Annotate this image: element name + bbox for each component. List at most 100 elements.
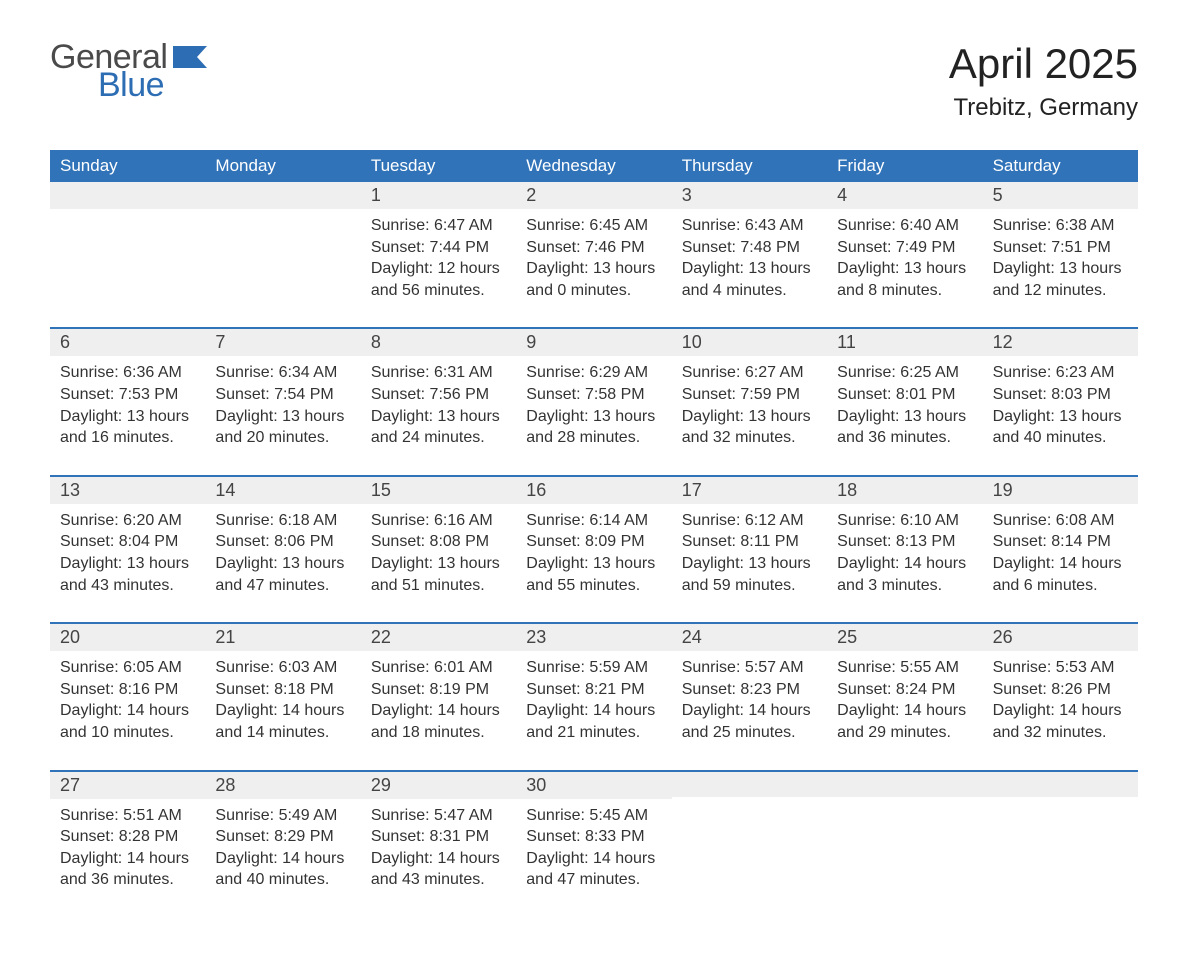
sunrise-text: Sunrise: 6:10 AM [837,510,972,532]
sunset-text: Sunset: 7:44 PM [371,237,506,259]
day-info: Sunrise: 5:47 AMSunset: 8:31 PMDaylight:… [361,799,516,891]
daylight-text: and 10 minutes. [60,722,195,744]
sunset-text: Sunset: 8:09 PM [526,531,661,553]
day-number: 24 [672,622,827,651]
daylight-text: Daylight: 14 hours [993,700,1128,722]
calendar-cell: 21Sunrise: 6:03 AMSunset: 8:18 PMDayligh… [205,622,360,769]
calendar-cell: 17Sunrise: 6:12 AMSunset: 8:11 PMDayligh… [672,475,827,622]
sunrise-text: Sunrise: 6:25 AM [837,362,972,384]
daylight-text: and 24 minutes. [371,427,506,449]
calendar-cell-blank [672,770,827,917]
daylight-text: and 20 minutes. [215,427,350,449]
day-number: 11 [827,327,982,356]
daylight-text: and 51 minutes. [371,575,506,597]
sunset-text: Sunset: 8:04 PM [60,531,195,553]
calendar-cell-blank [205,182,360,327]
sunset-text: Sunset: 8:16 PM [60,679,195,701]
weekday-label: Saturday [983,150,1138,182]
flag-icon [173,46,207,68]
day-info: Sunrise: 6:10 AMSunset: 8:13 PMDaylight:… [827,504,982,596]
daylight-text: Daylight: 13 hours [837,406,972,428]
day-number: 5 [983,182,1138,209]
sunrise-text: Sunrise: 5:55 AM [837,657,972,679]
calendar-cell: 16Sunrise: 6:14 AMSunset: 8:09 PMDayligh… [516,475,671,622]
calendar-cell-blank [827,770,982,917]
day-number: 21 [205,622,360,651]
sunset-text: Sunset: 8:19 PM [371,679,506,701]
daylight-text: and 55 minutes. [526,575,661,597]
sunrise-text: Sunrise: 5:45 AM [526,805,661,827]
day-info: Sunrise: 6:29 AMSunset: 7:58 PMDaylight:… [516,356,671,448]
calendar-cell: 26Sunrise: 5:53 AMSunset: 8:26 PMDayligh… [983,622,1138,769]
day-info: Sunrise: 6:08 AMSunset: 8:14 PMDaylight:… [983,504,1138,596]
sunrise-text: Sunrise: 6:29 AM [526,362,661,384]
calendar-cell: 10Sunrise: 6:27 AMSunset: 7:59 PMDayligh… [672,327,827,474]
daylight-text: Daylight: 14 hours [993,553,1128,575]
sunrise-text: Sunrise: 6:18 AM [215,510,350,532]
daylight-text: and 47 minutes. [215,575,350,597]
day-info: Sunrise: 6:01 AMSunset: 8:19 PMDaylight:… [361,651,516,743]
daylight-text: and 29 minutes. [837,722,972,744]
daylight-text: and 21 minutes. [526,722,661,744]
day-number: 9 [516,327,671,356]
calendar-cell: 30Sunrise: 5:45 AMSunset: 8:33 PMDayligh… [516,770,671,917]
sunrise-text: Sunrise: 6:16 AM [371,510,506,532]
daylight-text: and 14 minutes. [215,722,350,744]
sunset-text: Sunset: 8:13 PM [837,531,972,553]
day-info: Sunrise: 6:34 AMSunset: 7:54 PMDaylight:… [205,356,360,448]
calendar-cell: 18Sunrise: 6:10 AMSunset: 8:13 PMDayligh… [827,475,982,622]
calendar-cell: 15Sunrise: 6:16 AMSunset: 8:08 PMDayligh… [361,475,516,622]
day-info: Sunrise: 6:38 AMSunset: 7:51 PMDaylight:… [983,209,1138,301]
sunset-text: Sunset: 8:28 PM [60,826,195,848]
day-info: Sunrise: 6:03 AMSunset: 8:18 PMDaylight:… [205,651,360,743]
daylight-text: Daylight: 14 hours [215,848,350,870]
calendar-cell: 22Sunrise: 6:01 AMSunset: 8:19 PMDayligh… [361,622,516,769]
daylight-text: Daylight: 13 hours [682,258,817,280]
day-info: Sunrise: 5:49 AMSunset: 8:29 PMDaylight:… [205,799,360,891]
daylight-text: Daylight: 13 hours [526,258,661,280]
day-number: 22 [361,622,516,651]
day-number: 3 [672,182,827,209]
sunset-text: Sunset: 8:21 PM [526,679,661,701]
daylight-text: Daylight: 13 hours [526,406,661,428]
sunrise-text: Sunrise: 6:43 AM [682,215,817,237]
page-title: April 2025 [949,40,1138,88]
sunset-text: Sunset: 8:03 PM [993,384,1128,406]
sunrise-text: Sunrise: 5:53 AM [993,657,1128,679]
day-info: Sunrise: 6:47 AMSunset: 7:44 PMDaylight:… [361,209,516,301]
sunrise-text: Sunrise: 5:51 AM [60,805,195,827]
header-bar: General Blue April 2025 Trebitz, Germany [50,40,1138,122]
sunrise-text: Sunrise: 5:47 AM [371,805,506,827]
daylight-text: Daylight: 14 hours [371,848,506,870]
day-info: Sunrise: 6:12 AMSunset: 8:11 PMDaylight:… [672,504,827,596]
day-number: 26 [983,622,1138,651]
calendar-cell: 12Sunrise: 6:23 AMSunset: 8:03 PMDayligh… [983,327,1138,474]
weekday-label: Thursday [672,150,827,182]
daylight-text: Daylight: 13 hours [371,406,506,428]
calendar-cell: 9Sunrise: 6:29 AMSunset: 7:58 PMDaylight… [516,327,671,474]
day-number: 8 [361,327,516,356]
calendar-cell-blank [983,770,1138,917]
sunset-text: Sunset: 8:33 PM [526,826,661,848]
sunrise-text: Sunrise: 6:12 AM [682,510,817,532]
day-info: Sunrise: 6:14 AMSunset: 8:09 PMDaylight:… [516,504,671,596]
daylight-text: and 16 minutes. [60,427,195,449]
day-info: Sunrise: 5:59 AMSunset: 8:21 PMDaylight:… [516,651,671,743]
sunrise-text: Sunrise: 6:27 AM [682,362,817,384]
daylight-text: Daylight: 13 hours [682,406,817,428]
day-number [983,770,1138,797]
day-info: Sunrise: 6:18 AMSunset: 8:06 PMDaylight:… [205,504,360,596]
sunset-text: Sunset: 8:11 PM [682,531,817,553]
daylight-text: Daylight: 14 hours [526,848,661,870]
day-info: Sunrise: 6:23 AMSunset: 8:03 PMDaylight:… [983,356,1138,448]
daylight-text: Daylight: 13 hours [215,406,350,428]
day-info: Sunrise: 5:55 AMSunset: 8:24 PMDaylight:… [827,651,982,743]
sunset-text: Sunset: 8:18 PM [215,679,350,701]
day-number [827,770,982,797]
sunrise-text: Sunrise: 6:45 AM [526,215,661,237]
day-number: 6 [50,327,205,356]
daylight-text: and 36 minutes. [60,869,195,891]
day-number: 29 [361,770,516,799]
calendar-cell: 11Sunrise: 6:25 AMSunset: 8:01 PMDayligh… [827,327,982,474]
calendar-cell: 6Sunrise: 6:36 AMSunset: 7:53 PMDaylight… [50,327,205,474]
